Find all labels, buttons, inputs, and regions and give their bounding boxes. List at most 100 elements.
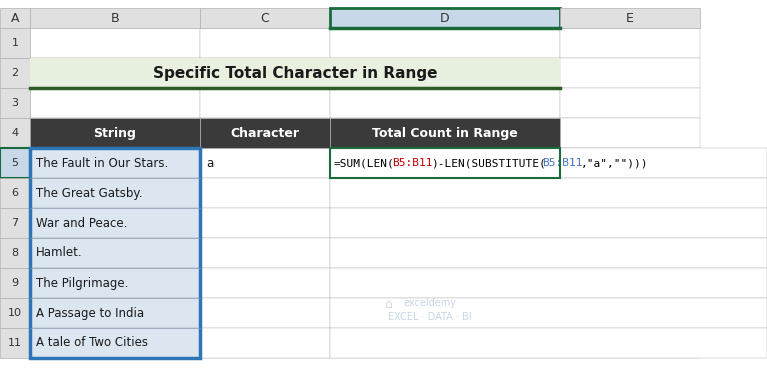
Bar — [560, 268, 700, 298]
Text: =SUM(LEN(: =SUM(LEN( — [334, 158, 395, 168]
Bar — [200, 238, 330, 268]
Bar — [30, 148, 200, 178]
Bar — [30, 88, 200, 118]
Bar — [330, 238, 560, 268]
Text: The Pilgrimage.: The Pilgrimage. — [36, 276, 128, 289]
Bar — [200, 118, 330, 148]
Bar — [30, 238, 200, 268]
Bar — [30, 148, 200, 178]
Text: A tale of Two Cities: A tale of Two Cities — [36, 336, 148, 350]
Bar — [200, 268, 330, 298]
Text: C: C — [261, 11, 269, 24]
Bar — [200, 8, 330, 28]
Bar — [30, 238, 200, 268]
Text: The Great Gatsby.: The Great Gatsby. — [36, 186, 143, 199]
Bar — [560, 118, 700, 148]
Text: A: A — [11, 11, 19, 24]
Bar — [330, 238, 767, 268]
Bar — [0, 268, 30, 298]
Bar — [330, 148, 560, 178]
Bar — [200, 268, 330, 298]
Bar — [330, 208, 560, 238]
Bar — [560, 88, 700, 118]
Bar — [30, 28, 200, 58]
Text: 8: 8 — [12, 248, 18, 258]
Bar — [560, 178, 700, 208]
Text: War and Peace.: War and Peace. — [36, 216, 127, 229]
Bar — [0, 118, 30, 148]
Bar — [30, 178, 200, 208]
Text: 4: 4 — [12, 128, 18, 138]
Bar — [30, 298, 200, 328]
Bar — [200, 178, 330, 208]
Text: 1: 1 — [12, 38, 18, 48]
Bar — [30, 178, 200, 208]
Text: ,"a",""))): ,"a",""))) — [581, 158, 649, 168]
Bar — [330, 148, 767, 178]
Bar — [560, 208, 700, 238]
Text: exceldemy
EXCEL · DATA · BI: exceldemy EXCEL · DATA · BI — [388, 298, 472, 322]
Text: E: E — [626, 11, 634, 24]
Bar — [330, 28, 560, 58]
Text: 10: 10 — [8, 308, 22, 318]
Bar — [200, 148, 330, 178]
Bar — [330, 178, 767, 208]
Bar — [200, 328, 330, 358]
Bar — [30, 118, 200, 148]
Text: )-LEN(SUBSTITUTE(: )-LEN(SUBSTITUTE( — [432, 158, 546, 168]
Bar — [200, 238, 330, 268]
Text: D: D — [440, 11, 449, 24]
Bar — [330, 328, 560, 358]
Bar — [330, 58, 560, 88]
Text: 6: 6 — [12, 188, 18, 198]
Text: Character: Character — [231, 127, 299, 139]
Text: B5:B11: B5:B11 — [542, 158, 582, 168]
Bar — [560, 58, 700, 88]
Bar — [30, 58, 560, 88]
Bar — [30, 328, 200, 358]
Bar — [330, 88, 560, 118]
Bar — [330, 268, 767, 298]
Bar — [30, 58, 200, 88]
Bar — [560, 298, 700, 328]
Bar — [200, 148, 330, 178]
Text: 2: 2 — [12, 68, 18, 78]
Bar — [330, 298, 767, 328]
Text: a: a — [206, 157, 213, 169]
Bar — [30, 328, 200, 358]
Bar — [200, 58, 330, 88]
Bar — [0, 208, 30, 238]
Bar — [200, 328, 330, 358]
Bar — [560, 148, 700, 178]
Text: Total Count in Range: Total Count in Range — [372, 127, 518, 139]
Bar — [30, 298, 200, 328]
Bar — [30, 8, 200, 28]
Text: 5: 5 — [12, 158, 18, 168]
Text: Hamlet.: Hamlet. — [36, 246, 83, 259]
Bar — [330, 178, 560, 208]
Text: Specific Total Character in Range: Specific Total Character in Range — [153, 65, 437, 81]
Bar — [30, 268, 200, 298]
Bar — [0, 298, 30, 328]
Bar — [200, 208, 330, 238]
Bar — [30, 148, 200, 358]
Text: 3: 3 — [12, 98, 18, 108]
Bar — [30, 208, 200, 238]
Bar — [0, 88, 30, 118]
Bar — [560, 238, 700, 268]
Bar — [0, 28, 30, 58]
Text: A Passage to India: A Passage to India — [36, 306, 144, 320]
Text: 7: 7 — [12, 218, 18, 228]
Bar — [330, 268, 560, 298]
Bar — [560, 328, 700, 358]
Bar — [330, 298, 560, 328]
Bar — [0, 8, 30, 28]
Text: ⌂: ⌂ — [384, 297, 392, 310]
Bar — [330, 208, 767, 238]
Bar — [200, 88, 330, 118]
Bar — [0, 58, 30, 88]
Text: 11: 11 — [8, 338, 22, 348]
Bar — [330, 328, 767, 358]
Text: 9: 9 — [12, 278, 18, 288]
Text: B5:B11: B5:B11 — [393, 158, 433, 168]
